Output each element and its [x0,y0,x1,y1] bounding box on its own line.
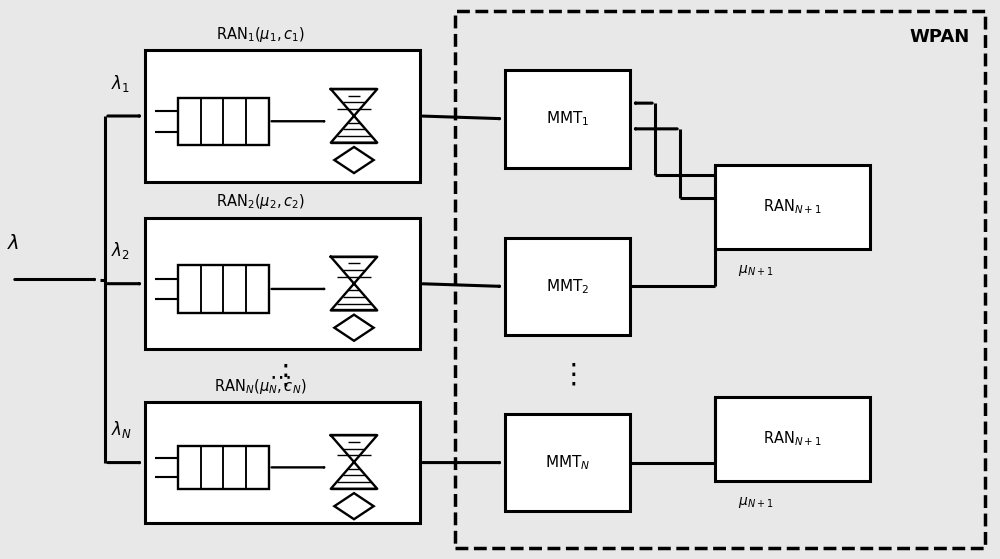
Text: $\lambda$: $\lambda$ [7,234,19,253]
Bar [715,397,870,481]
Text: MMT$_1$: MMT$_1$ [546,110,589,128]
Text: $\vdots$: $\vdots$ [559,361,577,389]
Bar [145,218,420,349]
Polygon shape [331,283,377,310]
Text: $\mu_{N+1}$: $\mu_{N+1}$ [738,495,774,510]
Text: $\cdots$: $\cdots$ [269,366,291,386]
Text: WPAN: WPAN [910,28,970,46]
Text: $\lambda_1$: $\lambda_1$ [111,73,130,93]
Text: $\lambda_2$: $\lambda_2$ [111,240,130,262]
Text: RAN$_2(\mu_2,c_2)$: RAN$_2(\mu_2,c_2)$ [216,192,305,211]
Bar [145,402,420,523]
Text: RAN$_N(\mu_N,c_N)$: RAN$_N(\mu_N,c_N)$ [214,377,307,396]
Text: $\mathrm{RAN}_{N+1}$: $\mathrm{RAN}_{N+1}$ [763,429,822,448]
Bar [178,446,269,489]
Polygon shape [331,435,377,462]
Text: MMT$_2$: MMT$_2$ [546,277,589,296]
Text: $\vdots$: $\vdots$ [271,362,289,390]
Bar [178,266,269,312]
Bar [715,165,870,249]
Text: $\lambda_N$: $\lambda_N$ [111,419,132,440]
Bar [505,238,630,335]
Polygon shape [331,462,377,489]
Polygon shape [331,116,377,143]
Text: $\mu_{N+1}$: $\mu_{N+1}$ [738,263,774,278]
Text: RAN$_1(\mu_1,c_1)$: RAN$_1(\mu_1,c_1)$ [216,25,305,44]
Bar [455,11,985,548]
Text: $\mathrm{RAN}_{N+1}$: $\mathrm{RAN}_{N+1}$ [763,197,822,216]
Bar [505,70,630,168]
Bar [178,98,269,145]
Bar [145,50,420,182]
Bar [505,414,630,511]
Polygon shape [331,89,377,116]
Text: MMT$_N$: MMT$_N$ [545,453,590,472]
Polygon shape [331,257,377,283]
